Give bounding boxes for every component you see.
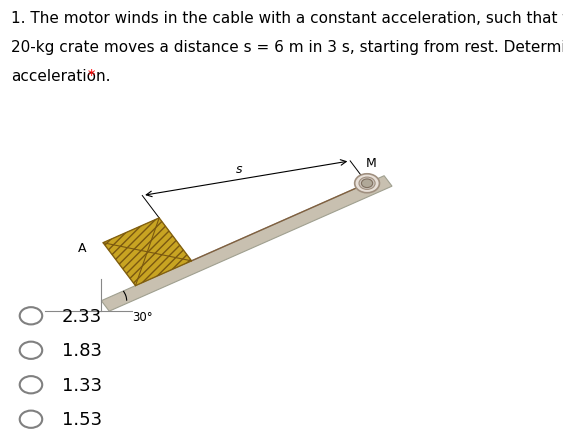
Circle shape [355,175,379,194]
Text: *: * [83,69,96,84]
Circle shape [20,307,42,325]
Text: 1.83: 1.83 [62,341,102,359]
Text: acceleration.: acceleration. [11,69,111,84]
Text: A: A [78,241,86,254]
Polygon shape [101,176,392,311]
Circle shape [20,342,42,359]
Text: 30°: 30° [132,310,153,323]
Circle shape [359,178,375,190]
Text: 20-kg crate moves a distance s = 6 m in 3 s, starting from rest. Determine: 20-kg crate moves a distance s = 6 m in … [11,40,563,55]
Text: M: M [366,156,377,169]
Text: 1.33: 1.33 [62,376,102,394]
Text: 1.53: 1.53 [62,410,102,428]
Text: s: s [236,163,243,176]
Text: 1. The motor winds in the cable with a constant acceleration, such that the: 1. The motor winds in the cable with a c… [11,11,563,26]
Text: 2.33: 2.33 [62,307,102,325]
Circle shape [20,411,42,428]
Circle shape [361,180,373,188]
Polygon shape [103,218,191,286]
Circle shape [20,376,42,393]
